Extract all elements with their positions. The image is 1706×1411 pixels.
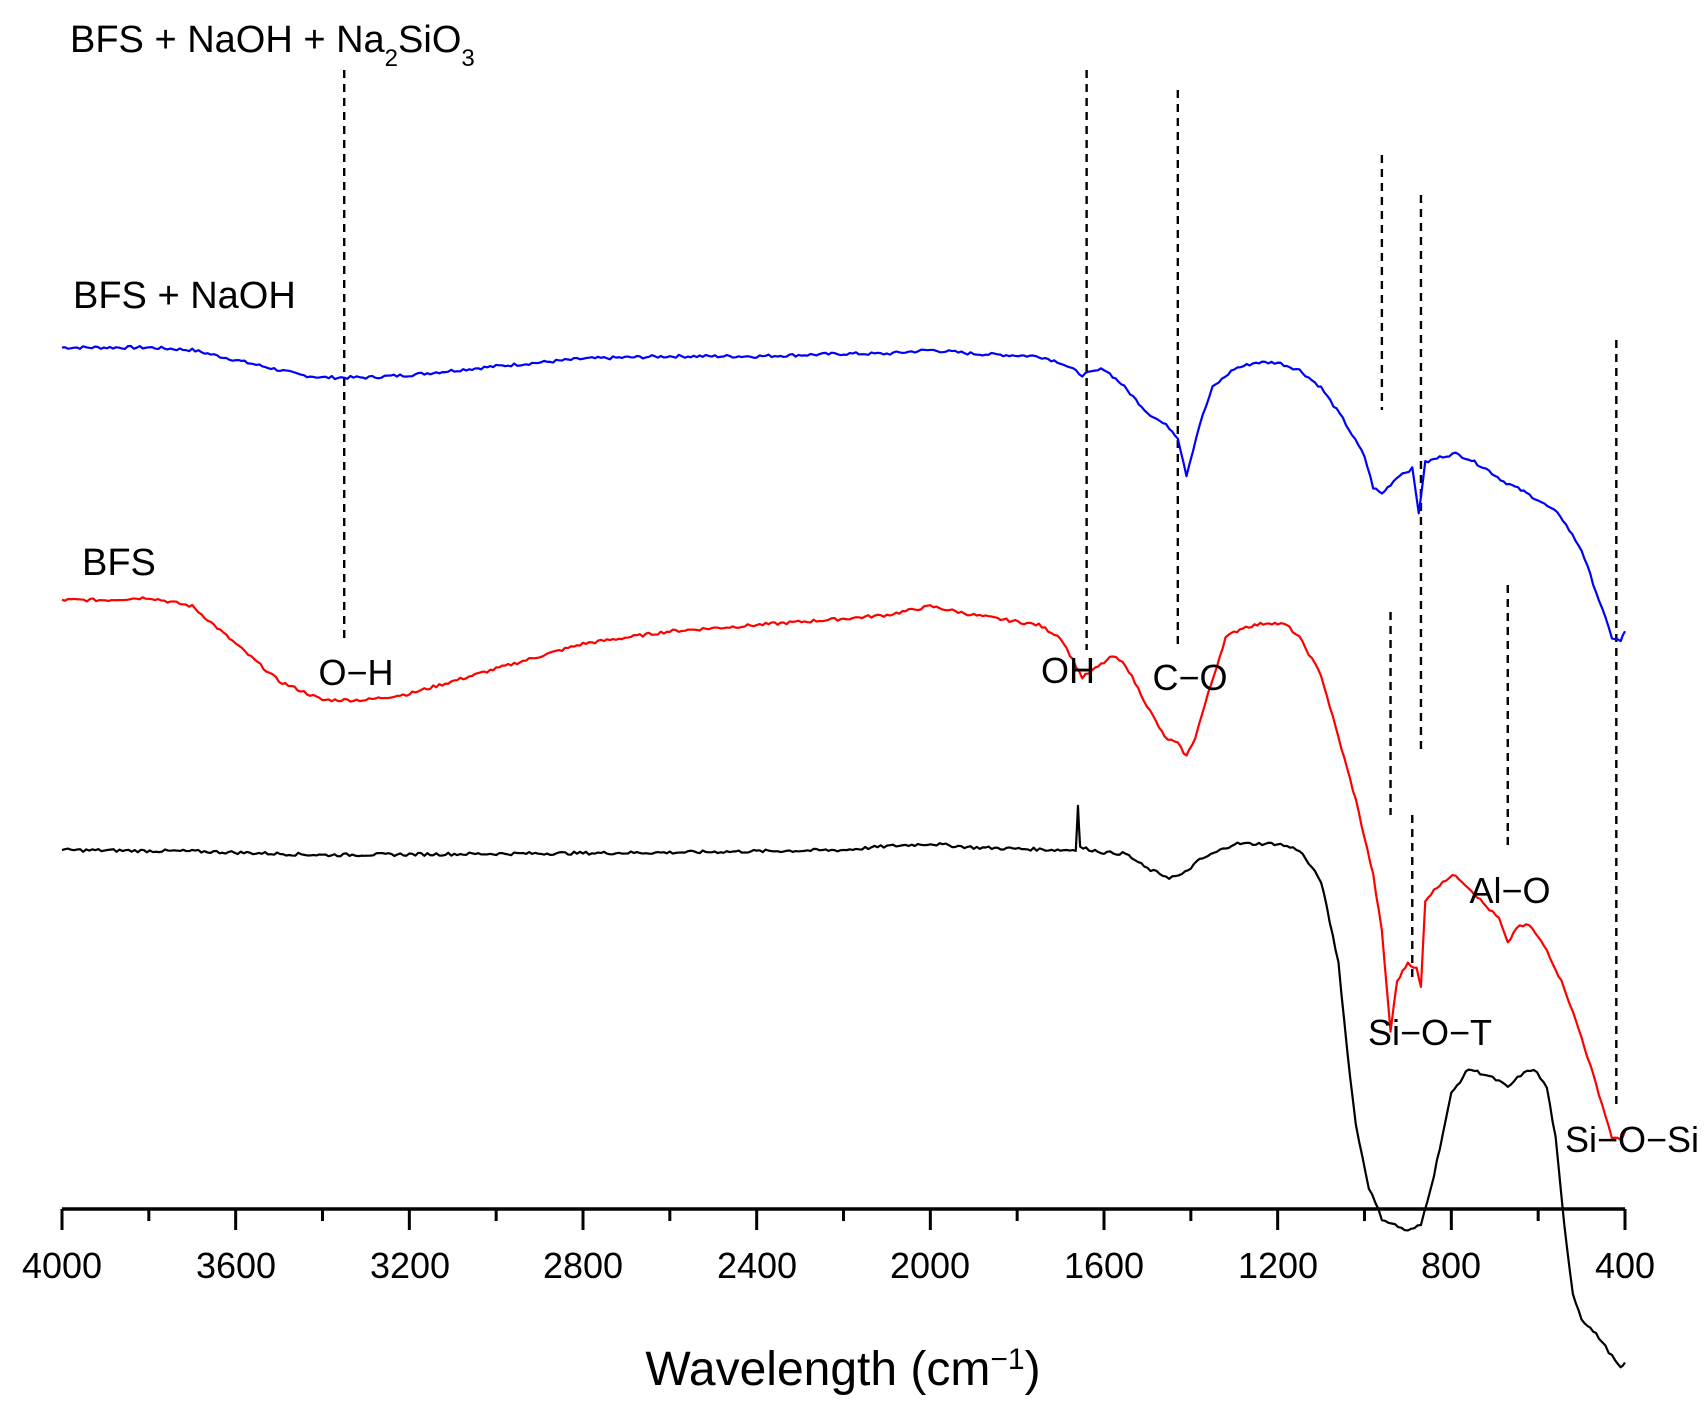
peak-label-o-h: O−H <box>318 652 393 693</box>
peak-label-si-o-t: Si−O−T <box>1368 1012 1492 1053</box>
series-label-bfs: BFS <box>82 542 156 584</box>
peak-label-al-o: Al−O <box>1469 870 1550 911</box>
series-line-bfs <box>61 804 1626 1369</box>
tick-label-1600: 1600 <box>1064 1245 1144 1286</box>
peak-marker-lines <box>343 70 1618 1110</box>
tick-label-4000: 4000 <box>22 1245 102 1286</box>
series-label-bfs-naoh: BFS + NaOH <box>73 275 296 317</box>
tick-label-800: 800 <box>1421 1245 1481 1286</box>
x-axis-ticks <box>60 1209 1627 1230</box>
peak-label-si-o-si: Si−O−Si <box>1565 1119 1699 1160</box>
tick-label-2000: 2000 <box>890 1245 970 1286</box>
x-axis-tick-labels: 4000 3600 3200 2800 2400 2000 1600 1200 … <box>22 1245 1655 1286</box>
tick-label-3600: 3600 <box>196 1245 276 1286</box>
series-label-bfs-naoh-na2sio3: BFS + NaOH + Na2SiO3 <box>70 19 475 72</box>
tick-label-1200: 1200 <box>1238 1245 1318 1286</box>
peak-label-c-o: C−O <box>1152 657 1227 698</box>
tick-label-2400: 2400 <box>717 1245 797 1286</box>
peak-label-oh: OH <box>1041 650 1095 691</box>
series-line-bfs-naoh-na2sio3 <box>61 344 1626 643</box>
x-axis-title: Wavelength (cm−1) <box>645 1343 1040 1397</box>
series-line-bfs-naoh <box>61 596 1627 1142</box>
tick-label-400: 400 <box>1595 1245 1655 1286</box>
tick-label-3200: 3200 <box>370 1245 450 1286</box>
tick-label-2800: 2800 <box>543 1245 623 1286</box>
spectra-lines <box>61 344 1627 1369</box>
